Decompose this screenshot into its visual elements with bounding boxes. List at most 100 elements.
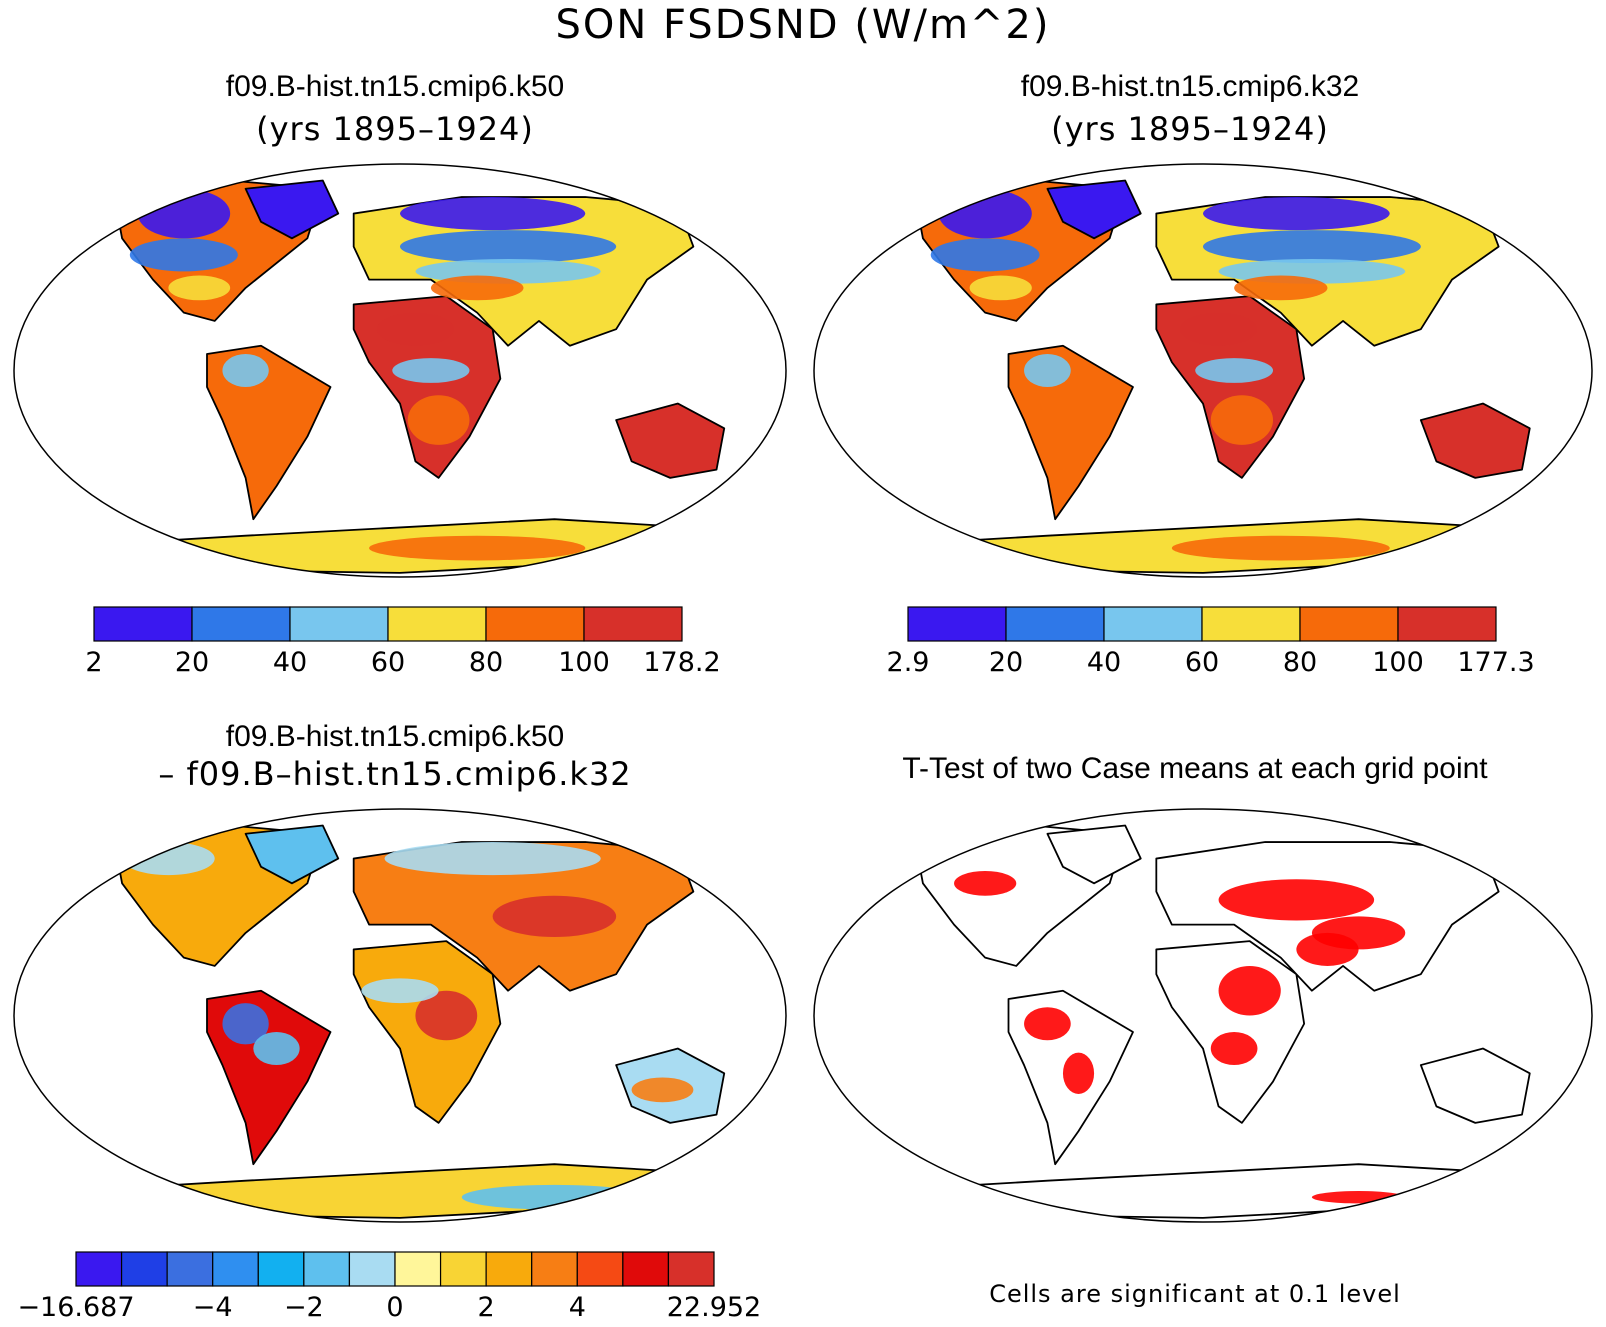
colorbar-segment [166,1251,214,1287]
colorbar-segment [1103,606,1203,642]
colorbar-tick-label: 60 [371,647,405,678]
colorbar-tick-label: 4 [569,1292,586,1323]
field-patch [969,275,1032,301]
samerica-landmass [206,344,332,521]
map-border [13,163,787,578]
colorbar-segment [394,1251,442,1287]
panel-diff-subtitle: – f09.B–hist.tn15.cmip6.k32 [158,755,632,793]
colorbar-segment [348,1251,396,1287]
greenland-landmass [1046,179,1142,240]
colorbar-tick-label: 2 [85,647,102,678]
field-patch [384,842,601,876]
field-patch [122,842,215,876]
field-patch [407,395,470,445]
colorbar-tick-label: 100 [1372,647,1424,678]
field-patch [376,312,455,346]
greenland-landmass [1046,824,1142,885]
map-panel-k32 [813,163,1593,578]
significance-note: Cells are significant at 0.1 level [989,1280,1401,1308]
panel-k32-subtitle: (yrs 1895–1924) [1051,110,1329,148]
map-panel-diff [13,808,787,1223]
panel-k50-title: f09.B-hist.tn15.cmip6.k50 [225,70,565,103]
field-patch [461,1184,648,1210]
colorbar-segment [1299,606,1399,642]
field-patch [1179,312,1258,346]
colorbar-tick-label: 40 [273,647,307,678]
field-patch [1171,535,1390,561]
map-panel-ttest [813,808,1593,1223]
panel-diff-title: f09.B-hist.tn15.cmip6.k50 [225,720,565,753]
field-patch [938,188,1032,239]
field-patch [253,1032,300,1066]
samerica-landmass [1007,344,1134,521]
field-patch [1218,965,1281,1016]
panel-k50-subtitle: (yrs 1895–1924) [256,110,534,148]
colorbar-tick-label: −16.687 [17,1292,134,1323]
figure-title: SON FSDSND (W/m^2) [555,2,1051,48]
field-patch [168,275,231,301]
colorbar-tick-label: 80 [1283,647,1317,678]
field-patch [392,358,470,383]
colorbar-segment [531,1251,578,1287]
colorbar-tick-label: 178.2 [643,647,720,678]
field-patch [1311,1191,1406,1204]
field-patch [430,275,524,301]
colorbar-tick-label: 60 [1185,647,1219,678]
colorbar-tick-label: 20 [989,647,1023,678]
colorbar-segment [191,606,291,642]
colorbar-segment [120,1251,168,1287]
land-layer [105,179,726,574]
field-patch [1203,230,1421,264]
colorbar-diff: −16.687 −4 −2 0 2 4 22.952 [17,1251,761,1323]
field-patch [1234,275,1328,301]
colorbar-tick-label: −2 [284,1292,324,1323]
field-patch [222,1003,269,1045]
field-patch [492,895,617,938]
field-patch [1296,932,1359,966]
field-patch [1024,353,1071,388]
colorbar-segment [1397,606,1497,642]
field-patch [361,978,439,1004]
field-patch [631,1077,694,1103]
field-patch [369,535,586,561]
field-patch [400,230,617,264]
colorbar-tick-label: 80 [469,647,503,678]
field-patch [137,188,231,239]
colorbar-segment [75,1251,123,1287]
colorbar-segment [622,1251,670,1287]
land-layer [105,824,726,1219]
map-border [813,808,1593,1223]
colorbar-segment [907,606,1007,642]
colorbar-segment [485,606,585,642]
colorbar-segment [1005,606,1105,642]
australia-landmass [1419,1047,1531,1124]
colorbar-segment [667,1251,715,1287]
greenland-landmass [244,179,340,240]
colorbar-tick-label: 177.3 [1457,647,1534,678]
colorbar-k50: 2 20 40 60 80 100 178.2 [85,606,721,678]
colorbar-k32: 2.9 20 40 60 80 100 177.3 [887,606,1535,678]
field-patch [1062,1052,1095,1094]
colorbar-segment [93,606,193,642]
colorbar-tick-label: 22.952 [667,1292,761,1323]
land-layer [906,824,1531,1219]
australia-landmass [615,402,726,479]
colorbar-segment [212,1251,259,1287]
colorbar-segment [257,1251,305,1287]
panel-ttest-title: T-Test of two Case means at each grid po… [902,752,1488,785]
field-patch [1218,879,1375,921]
colorbar-tick-label: −4 [193,1292,233,1323]
colorbar-segment [387,606,487,642]
colorbar-tick-label: 2 [478,1292,495,1323]
colorbar-segment [1201,606,1301,642]
field-patch [1210,1032,1258,1066]
field-patch [222,353,269,388]
map-border [13,808,787,1223]
panel-k32-title: f09.B-hist.tn15.cmip6.k32 [1020,70,1360,103]
map-border [813,163,1593,578]
colorbar-segment [303,1251,351,1287]
field-patch [1024,1007,1071,1041]
colorbar-tick-label: 2.9 [887,647,930,678]
colorbar-tick-label: 100 [558,647,610,678]
colorbar-segment [576,1251,624,1287]
